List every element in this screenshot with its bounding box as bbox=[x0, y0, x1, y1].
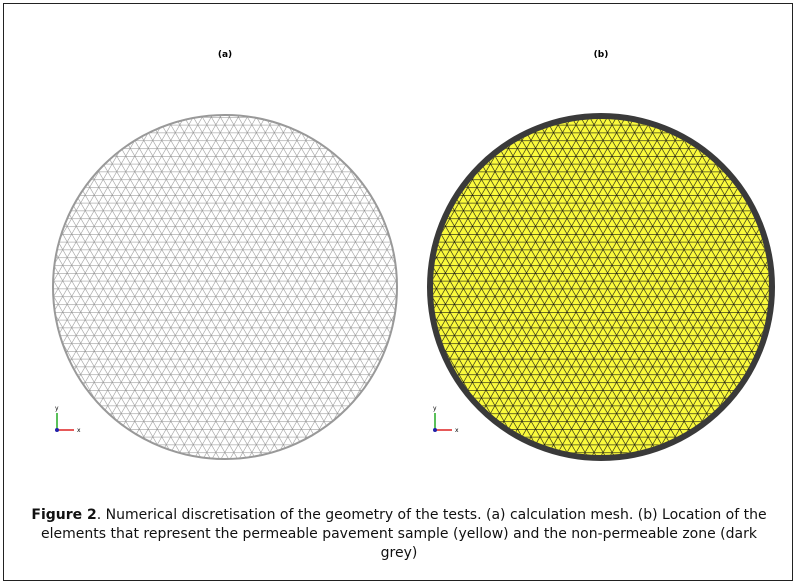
axis-label: y bbox=[55, 405, 59, 412]
figure-panels: (a) (b) y x y x bbox=[52, 50, 775, 461]
axis-triad-a: y x bbox=[55, 405, 81, 434]
axis-label: y bbox=[433, 405, 437, 412]
origin bbox=[433, 428, 437, 432]
axis-label: x bbox=[77, 427, 81, 434]
panel-label: (b) bbox=[594, 50, 609, 60]
caption: Figure 2. Numerical discretisation of th… bbox=[30, 506, 768, 563]
mesh-lines bbox=[53, 115, 397, 459]
caption-label: Figure 2 bbox=[31, 507, 97, 523]
mesh-a bbox=[53, 115, 397, 459]
caption-text: . Numerical discretisation of the geomet… bbox=[41, 507, 767, 561]
mesh-boundary bbox=[52, 114, 398, 460]
axis-triad-b: y x bbox=[433, 405, 459, 434]
figure-frame bbox=[3, 3, 793, 581]
mesh-b bbox=[433, 119, 769, 455]
origin bbox=[55, 428, 59, 432]
axis-label: x bbox=[455, 427, 459, 434]
panel-label: (a) bbox=[218, 50, 232, 60]
mesh-lines bbox=[433, 119, 769, 455]
